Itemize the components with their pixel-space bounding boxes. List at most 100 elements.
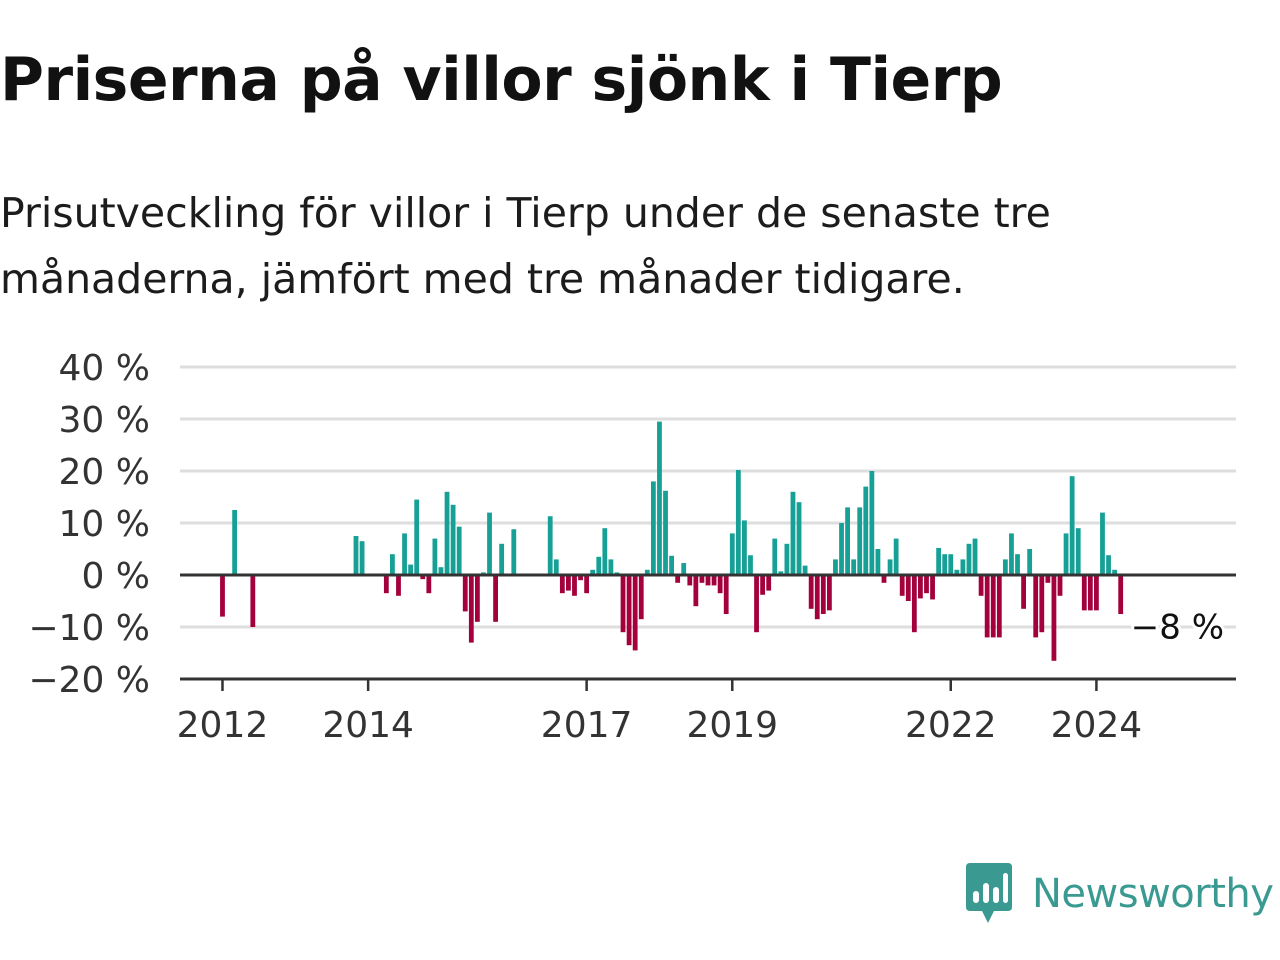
y-tick-label: 0 % — [81, 556, 150, 597]
bar — [978, 575, 984, 596]
bar — [596, 556, 602, 575]
bar — [650, 481, 656, 575]
bar — [511, 529, 517, 575]
bar — [402, 533, 407, 575]
bar — [766, 575, 772, 591]
bar — [420, 575, 426, 580]
bar — [814, 575, 820, 620]
bar — [790, 491, 796, 575]
bar — [996, 575, 1002, 638]
bar — [553, 559, 559, 575]
bar — [438, 567, 444, 575]
x-tick-label: 2017 — [541, 705, 633, 746]
bar — [1002, 559, 1008, 575]
y-tick-label: 20 % — [59, 452, 150, 493]
bar — [1063, 533, 1069, 575]
bar — [566, 575, 571, 591]
x-tick-label: 2019 — [686, 705, 778, 746]
bar — [808, 575, 814, 609]
bar — [918, 575, 923, 599]
bar — [590, 569, 596, 575]
bar — [833, 559, 838, 575]
bar — [857, 507, 863, 575]
bar — [930, 575, 935, 600]
y-tick-label: 30 % — [59, 400, 150, 441]
bar — [742, 520, 747, 575]
bar — [462, 575, 468, 612]
bar — [942, 554, 948, 575]
y-tick-label: 10 % — [59, 504, 150, 545]
bar — [450, 504, 456, 575]
bar — [608, 559, 614, 575]
y-tick-label: 40 % — [59, 348, 150, 389]
bar — [390, 554, 395, 575]
x-tick-label: 2022 — [905, 705, 997, 746]
bar — [669, 555, 674, 575]
bar — [663, 490, 668, 575]
bar — [875, 549, 881, 575]
bar — [717, 575, 723, 594]
bar — [681, 563, 687, 575]
bar — [1057, 575, 1063, 596]
bar — [772, 538, 778, 575]
bar — [1015, 554, 1020, 575]
gridlines — [180, 365, 1236, 629]
bar — [468, 575, 474, 643]
bar — [499, 543, 505, 575]
bar — [845, 507, 850, 575]
bar — [1033, 575, 1039, 638]
bar — [396, 575, 401, 596]
bar — [893, 538, 899, 575]
bar — [820, 575, 826, 614]
bar — [729, 533, 735, 575]
bar — [784, 543, 790, 575]
bar — [675, 575, 681, 583]
bar — [638, 575, 644, 620]
bar — [626, 575, 632, 646]
bar — [1094, 575, 1099, 611]
bar-series — [220, 421, 1124, 661]
bar — [1118, 575, 1124, 614]
bar — [1106, 555, 1111, 575]
bar — [1051, 575, 1057, 661]
bar — [493, 575, 498, 622]
bar — [723, 575, 729, 614]
bar — [584, 575, 590, 594]
bar — [1069, 476, 1075, 575]
bar — [796, 502, 802, 575]
bar — [839, 523, 844, 575]
bar — [693, 575, 699, 607]
bar — [1009, 533, 1014, 575]
bar-chart: −20 % −10 % 0 % 10 % 20 % 30 % 40 % 2012 2014 20… — [28, 348, 1236, 746]
bar — [602, 528, 608, 575]
bar — [1075, 528, 1081, 575]
bar — [711, 575, 717, 586]
y-tick-label: −10 % — [28, 608, 150, 649]
bar — [984, 575, 990, 638]
bar — [899, 575, 905, 596]
x-tick-label: 2014 — [322, 705, 414, 746]
x-axis-ticks: 2012 2014 2017 2019 2022 2024 — [177, 679, 1142, 746]
bar — [990, 575, 996, 638]
bar — [826, 575, 832, 611]
bar — [474, 575, 480, 622]
y-tick-label: −20 % — [28, 660, 150, 701]
bar — [760, 575, 766, 595]
bar — [250, 575, 256, 627]
x-tick-label: 2012 — [177, 705, 269, 746]
last-value-label: −8 % — [1131, 607, 1224, 647]
annotations: −8 % — [1128, 604, 1227, 650]
bar — [578, 575, 583, 581]
bar — [559, 575, 565, 594]
bar — [572, 575, 577, 596]
bar — [657, 421, 662, 575]
bar — [887, 559, 893, 575]
bar — [487, 512, 492, 575]
chart-title: Priserna på villor sjönk i Tierp — [0, 45, 1003, 115]
bar — [632, 575, 638, 651]
bar — [1045, 575, 1051, 583]
bar — [905, 575, 911, 601]
y-axis-ticks: −20 % −10 % 0 % 10 % 20 % 30 % 40 % — [28, 348, 150, 701]
bar — [547, 516, 553, 575]
bar — [232, 510, 238, 575]
